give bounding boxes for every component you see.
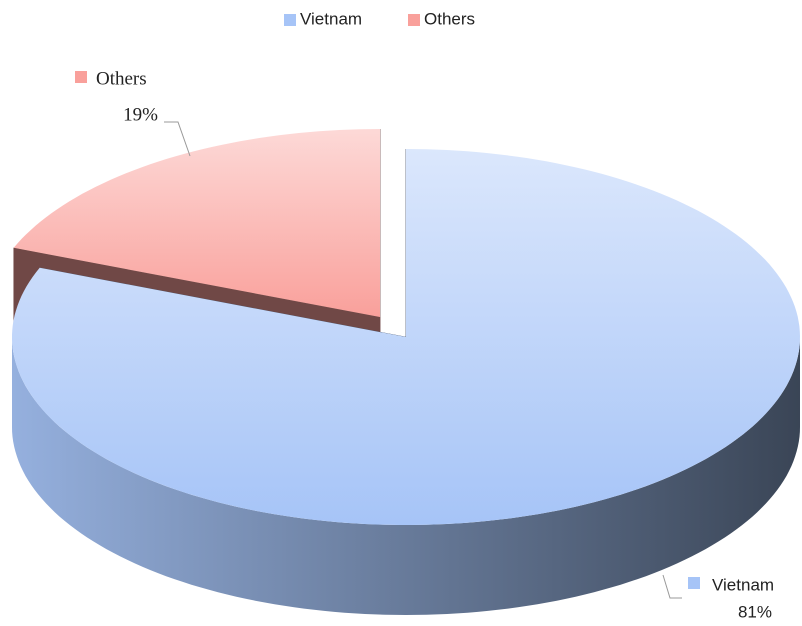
slice-side: [12, 337, 800, 615]
label-swatch: [688, 577, 700, 589]
leader-line: [662, 574, 682, 599]
label-value: 81%: [738, 602, 772, 621]
legend-swatch: [284, 14, 296, 26]
label-name: Vietnam: [712, 575, 774, 594]
legend-label: Others: [424, 9, 475, 28]
legend-swatch: [408, 14, 420, 26]
label-value: 19%: [123, 104, 158, 125]
data-labels: Vietnam 81% Others 19%: [75, 68, 774, 621]
pie-slice: [12, 149, 800, 525]
label-name: Others: [96, 68, 147, 89]
pie: [12, 129, 800, 615]
legend: Vietnam Others: [284, 9, 475, 28]
label-swatch: [75, 71, 87, 83]
legend-label: Vietnam: [300, 9, 362, 28]
pie-slice: [13, 129, 380, 317]
leader-line: [164, 121, 191, 157]
